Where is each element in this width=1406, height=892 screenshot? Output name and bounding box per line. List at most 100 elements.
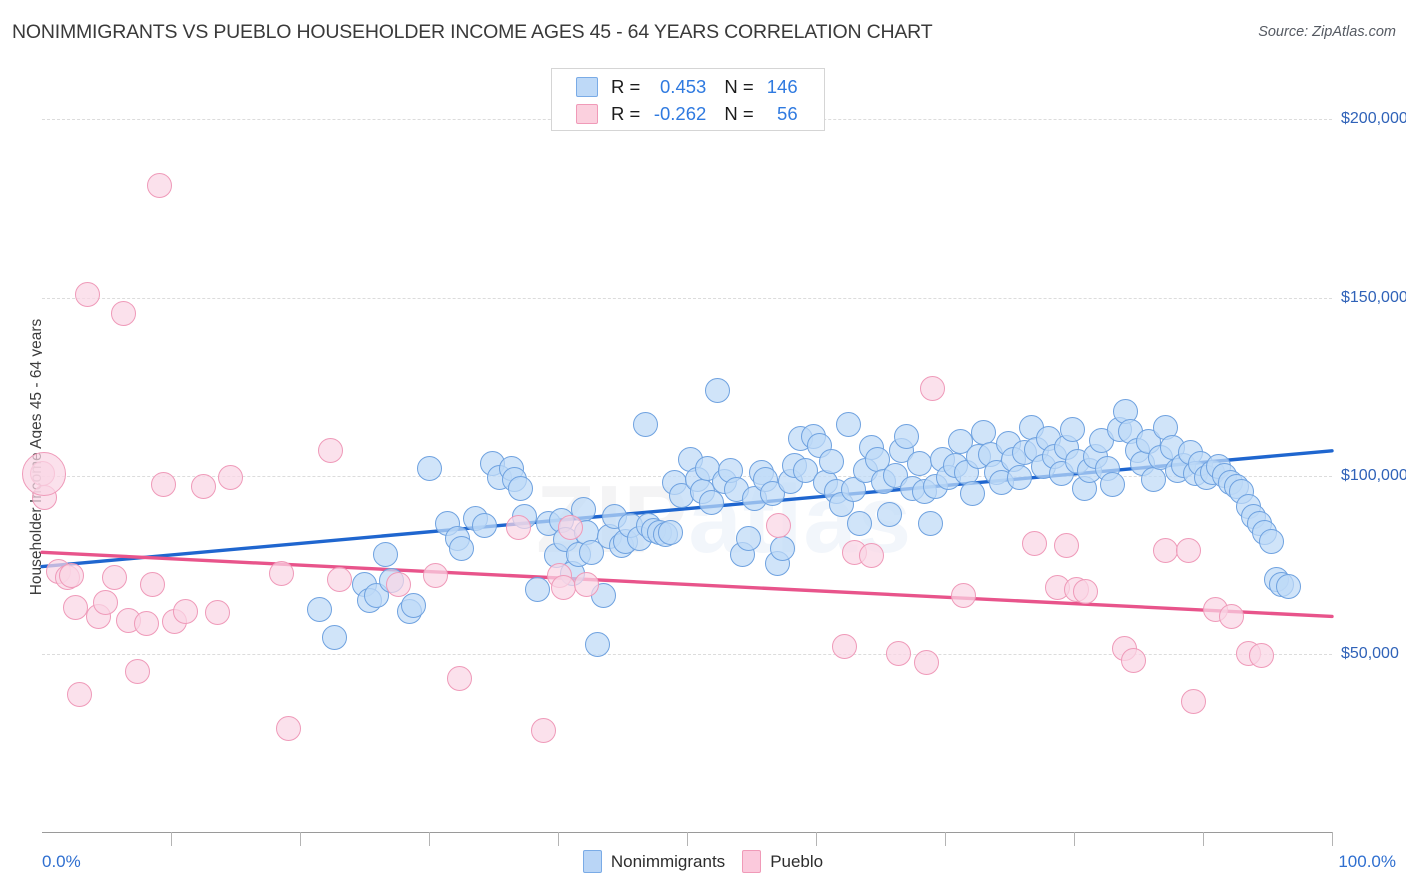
data-point: [1275, 573, 1301, 599]
y-axis-tick-label: $50,000: [1341, 644, 1399, 662]
data-point: [766, 513, 792, 539]
data-point: [372, 541, 398, 567]
trendline-pueblo: [40, 550, 1334, 619]
legend-item-pueblo[interactable]: Pueblo: [742, 850, 823, 873]
page-title: NONIMMIGRANTS VS PUEBLO HOUSEHOLDER INCO…: [12, 21, 933, 43]
x-axis-tick: [429, 832, 430, 846]
stats-r-value: 0.453: [660, 75, 707, 97]
data-point: [705, 377, 731, 403]
data-point: [657, 520, 683, 546]
data-point: [1007, 465, 1033, 490]
data-point: [893, 424, 919, 450]
data-point: [505, 514, 531, 540]
y-axis-tick-label: $150,000: [1341, 288, 1406, 306]
data-point: [190, 473, 216, 499]
data-point: [133, 611, 159, 637]
data-point: [918, 511, 944, 537]
data-point: [447, 666, 473, 692]
source-label: Source: ZipAtlas.com: [1258, 24, 1396, 40]
data-point: [172, 598, 198, 624]
data-point: [550, 575, 576, 601]
legend-item-nonimmigrants[interactable]: Nonimmigrants: [582, 850, 726, 873]
data-point: [150, 472, 176, 498]
data-point: [699, 489, 724, 515]
data-point: [1181, 689, 1207, 715]
stats-n-value: 146: [766, 75, 798, 97]
x-axis-tick: [816, 832, 817, 846]
data-point: [74, 281, 100, 307]
data-point: [63, 595, 89, 621]
data-point: [1218, 603, 1244, 629]
data-point: [736, 525, 762, 551]
data-point: [327, 566, 353, 592]
data-point: [524, 577, 550, 603]
data-point: [571, 497, 597, 523]
data-point: [886, 641, 912, 667]
data-point: [769, 536, 795, 562]
data-point: [124, 659, 150, 685]
data-point: [59, 562, 85, 588]
stats-r-value: -0.262: [653, 102, 707, 124]
data-point: [66, 682, 92, 708]
legend-label-nonimmigrants: Nonimmigrants: [610, 851, 726, 871]
data-point: [558, 514, 584, 540]
stats-r-label: R =: [611, 75, 641, 97]
data-point: [401, 593, 427, 619]
data-point: [573, 571, 599, 597]
data-point: [110, 301, 136, 327]
legend-label-pueblo: Pueblo: [770, 851, 824, 871]
data-point: [92, 589, 118, 615]
data-point: [1073, 579, 1099, 604]
data-point: [275, 716, 301, 742]
x-axis-tick: [945, 832, 946, 846]
stats-row: R = -0.262 N = 56: [552, 100, 826, 127]
stats-n-label: N =: [724, 102, 754, 124]
data-point: [950, 582, 976, 608]
x-axis-tick: [558, 832, 559, 846]
stats-swatch-pueblo: [576, 103, 598, 124]
x-axis-tick: [1203, 832, 1204, 846]
data-point: [1248, 643, 1274, 669]
data-point: [1053, 532, 1079, 558]
data-point: [877, 502, 903, 528]
data-point: [831, 634, 857, 660]
legend-swatch-pueblo: [742, 850, 762, 873]
series-legend: Nonimmigrants Pueblo: [0, 850, 1406, 873]
x-axis-min-label: 0.0%: [42, 852, 81, 871]
data-point: [947, 429, 973, 455]
x-axis-tick: [1074, 832, 1075, 846]
data-point: [448, 536, 474, 562]
x-axis-tick: [1332, 832, 1333, 846]
data-point: [306, 596, 332, 622]
data-point: [318, 438, 344, 464]
data-point: [959, 481, 985, 507]
plot-area: ZIPatlas: [22, 66, 1334, 832]
y-axis-tick-label: $100,000: [1341, 466, 1406, 484]
data-point: [585, 632, 611, 658]
data-point: [835, 411, 861, 437]
data-point: [385, 571, 411, 597]
correlation-stats-box: R = 0.453 N = 146 R = -0.262 N = 56: [551, 68, 825, 131]
data-point: [217, 465, 243, 490]
data-point: [1141, 466, 1167, 492]
data-point: [1258, 529, 1284, 555]
x-axis-tick: [687, 832, 688, 846]
stats-n-value: 56: [777, 102, 798, 124]
gridline: [42, 653, 1332, 655]
data-point: [422, 562, 448, 588]
data-point: [1060, 416, 1086, 442]
gridline: [42, 297, 1332, 299]
data-point: [759, 481, 785, 507]
stats-swatch-nonimmigrants: [576, 76, 598, 97]
y-axis-tick-label: $200,000: [1341, 110, 1406, 128]
data-point: [1176, 538, 1202, 564]
x-axis-tick: [300, 832, 301, 846]
x-axis-max-label: 100.0%: [1338, 852, 1396, 871]
data-point: [1100, 472, 1126, 498]
data-point: [914, 650, 940, 676]
data-point: [269, 561, 295, 587]
data-point: [416, 456, 442, 482]
data-point: [101, 564, 127, 590]
data-point: [1120, 648, 1146, 674]
